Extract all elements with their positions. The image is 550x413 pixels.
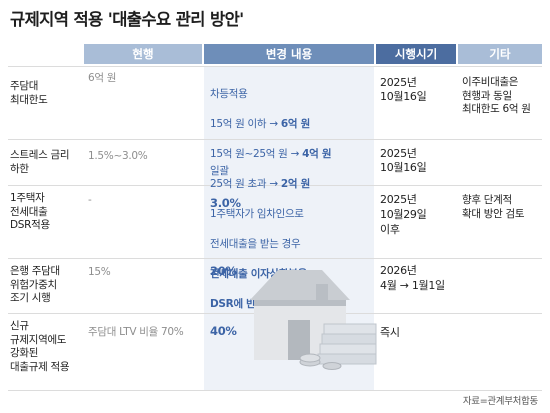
- house-door: [288, 320, 310, 360]
- coins-icon: [299, 353, 342, 370]
- change-line: 1주택자가 임차인으로: [210, 208, 304, 220]
- row-divider: [8, 66, 542, 67]
- current-value: -: [88, 194, 92, 206]
- row-divider: [8, 258, 542, 259]
- row-label-new-regulated-area: 신규 규제지역에도 강화된 대출규제 적용: [10, 320, 70, 373]
- header-change: 변경 내용: [204, 44, 374, 64]
- house-chimney: [316, 284, 328, 300]
- house-eave: [254, 300, 346, 306]
- source-credit: 자료=관계부처합동: [462, 396, 538, 407]
- row-divider: [8, 139, 542, 140]
- current-value: 15%: [88, 266, 111, 278]
- change-content: 20%: [210, 264, 237, 278]
- house-roof: [250, 270, 350, 300]
- cash-stack-icon: [317, 323, 377, 365]
- current-value: 주담대 LTV 비율 70%: [88, 326, 184, 338]
- change-content: 차등적용 15억 원 이하 → 6억 원 15억 원~25억 원 → 4억 원 …: [210, 72, 372, 207]
- change-line: 차등적용: [210, 88, 248, 100]
- change-line: 전세대출을 받는 경우: [210, 238, 301, 250]
- note: 향후 단계적 확대 방안 검토: [462, 194, 525, 220]
- row-label-dsr: 1주택자 전세대출 DSR적용: [10, 192, 50, 231]
- note: 이주비대출은 현행과 동일 최대한도 6억 원: [462, 76, 531, 115]
- header-current: 현행: [84, 44, 202, 64]
- effective-date: 2025년 10월16일: [380, 147, 427, 174]
- effective-date: 2026년 4월 → 1월1일: [380, 264, 445, 292]
- row-divider: [8, 390, 542, 391]
- row-label-stress-rate: 스트레스 금리 하한: [10, 149, 70, 175]
- change-line: 25억 원 초과 → 2억 원: [210, 178, 310, 190]
- effective-date: 2025년 10월29일 이후: [380, 193, 427, 236]
- header-date: 시행시기: [376, 44, 456, 64]
- row-label-risk-weight: 은행 주담대 위험가중치 조기 시행: [10, 265, 60, 304]
- change-line: 일괄: [210, 165, 229, 177]
- row-divider: [8, 185, 542, 186]
- current-value: 1.5%~3.0%: [88, 150, 148, 162]
- change-line: 3.0%: [210, 196, 241, 210]
- effective-date: 즉시: [380, 326, 400, 339]
- page-title: 규제지역 적용 '대출수요 관리 방안': [10, 10, 244, 29]
- row-label-loan-limit: 주담대 최대한도: [10, 80, 48, 106]
- change-content: 40%: [210, 324, 237, 338]
- change-content: 일괄 3.0%: [210, 147, 372, 227]
- change-line: 15억 원~25억 원 → 4억 원: [210, 148, 332, 160]
- header-etc: 기타: [458, 44, 542, 64]
- current-value: 6억 원: [88, 72, 117, 84]
- effective-date: 2025년 10월16일: [380, 76, 427, 103]
- house-money-illustration: [250, 270, 377, 370]
- change-line: 15억 원 이하 → 6억 원: [210, 118, 310, 130]
